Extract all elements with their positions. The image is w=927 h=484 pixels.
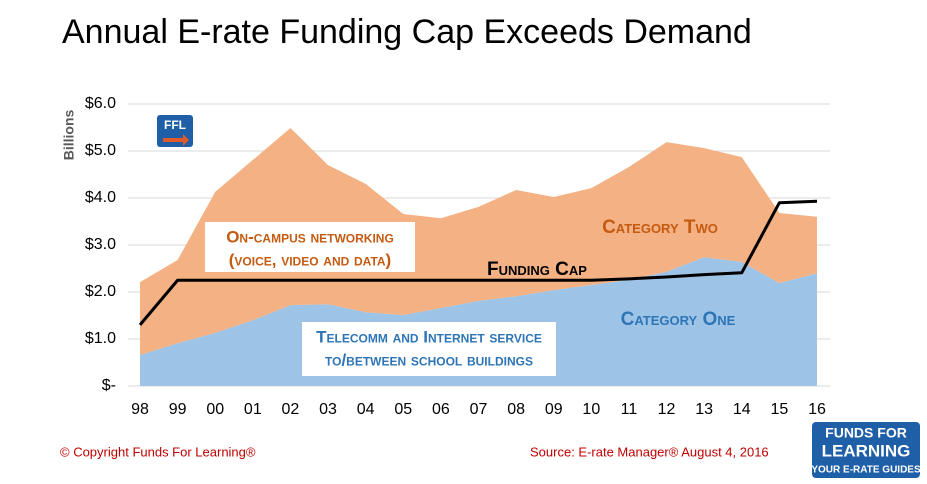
y-axis-label: Billions bbox=[61, 110, 77, 161]
x-tick-label: 99 bbox=[169, 401, 187, 418]
annotation: (voice, video and data) bbox=[229, 250, 391, 269]
badge-arrow bbox=[163, 134, 189, 146]
x-tick-label: 04 bbox=[357, 401, 375, 418]
brand-line2: LEARNING bbox=[822, 441, 911, 460]
y-tick-label: $4.0 bbox=[85, 189, 116, 206]
x-tick-label: 12 bbox=[658, 401, 676, 418]
annotation-box bbox=[302, 322, 556, 376]
x-tick-label: 10 bbox=[582, 401, 600, 418]
series-label: Category One bbox=[621, 309, 736, 330]
x-tick-label: 06 bbox=[432, 401, 450, 418]
x-tick-label: 09 bbox=[545, 401, 563, 418]
x-tick-label: 05 bbox=[394, 401, 412, 418]
line bbox=[138, 199, 818, 326]
brand-line1: FUNDS FOR bbox=[825, 425, 907, 441]
annotation: Telecomm and Internet service bbox=[316, 327, 542, 346]
y-tick-label: $5.0 bbox=[85, 142, 116, 159]
x-tick-label: 01 bbox=[244, 401, 262, 418]
y-tick-label: $6.0 bbox=[85, 95, 116, 112]
x-tick-label: 00 bbox=[206, 401, 224, 418]
x-tick-label: 03 bbox=[319, 401, 337, 418]
y-tick-label: $2.0 bbox=[85, 283, 116, 300]
y-tick-label: $3.0 bbox=[85, 236, 116, 253]
source: Source: E-rate Manager® August 4, 2016 bbox=[530, 444, 769, 459]
y-tick-label: $1.0 bbox=[85, 330, 116, 347]
x-tick-label: 02 bbox=[282, 401, 300, 418]
x-tick-label: 16 bbox=[808, 401, 826, 418]
chart-title: Annual E-rate Funding Cap Exceeds Demand bbox=[62, 13, 752, 51]
series-label: Funding Cap bbox=[487, 259, 587, 280]
annotation: to/between school buildings bbox=[325, 350, 533, 369]
x-tick-label: 11 bbox=[621, 401, 638, 418]
annotation-box bbox=[205, 222, 415, 272]
area bbox=[140, 127, 817, 355]
x-tick-label: 07 bbox=[470, 401, 488, 418]
y-tick-label: $- bbox=[102, 377, 116, 394]
x-tick-label: 14 bbox=[733, 401, 751, 418]
x-tick-label: 98 bbox=[131, 401, 149, 418]
x-tick-label: 08 bbox=[507, 401, 525, 418]
brand-logo bbox=[812, 422, 920, 478]
series-label: Category Two bbox=[602, 217, 718, 238]
x-tick-label: 13 bbox=[695, 401, 713, 418]
brand-tagline: YOUR E-RATE GUIDES bbox=[811, 465, 921, 476]
badge-text: FFL bbox=[164, 118, 186, 132]
copyright: © Copyright Funds For Learning® bbox=[60, 444, 256, 459]
plot-area: $- $1.0 $2.0 $3.0 $4.0 $5.0 $6.0 98 99 00 01 02 03 04… bbox=[85, 95, 830, 418]
annotation: On-campus networking bbox=[226, 227, 394, 246]
x-tick-label: 15 bbox=[770, 401, 788, 418]
